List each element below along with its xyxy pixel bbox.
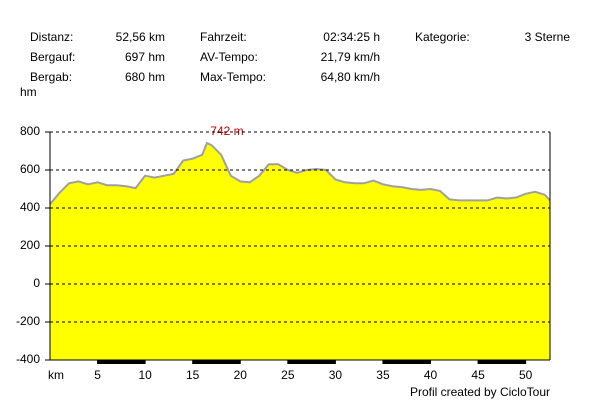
y-axis-label: hm [20,85,37,99]
stat-label: Bergauf: [30,50,75,64]
x-tick-label: 40 [424,368,438,382]
y-tick-label: 800 [20,124,40,138]
area [50,143,550,360]
scale-bar [192,360,241,364]
scale-bar [97,360,146,364]
x-axis-label: km [48,368,64,382]
y-tick-label: 200 [20,238,40,252]
scale-bar [478,360,526,364]
footer: Profil created by CicloTour [410,385,550,399]
stat-value: 64,80 km/h [321,70,380,84]
y-tick-label: -200 [16,314,40,328]
x-tick-label: 15 [186,368,200,382]
annotation: 742 m [210,124,243,138]
stat-label: Fahrzeit: [200,30,247,44]
x-tick-label: 50 [519,368,533,382]
x-tick-label: 35 [376,368,390,382]
y-tick-label: 400 [20,200,40,214]
x-tick-label: 25 [281,368,295,382]
stat-value: 680 hm [125,70,165,84]
y-tick-label: -400 [16,352,40,366]
stat-value: 21,79 km/h [321,50,380,64]
stat-label: AV-Tempo: [200,50,258,64]
stat-label: Distanz: [30,30,73,44]
y-tick-label: 0 [33,276,40,290]
profile-line [49,141,551,205]
stat-label: Bergab: [30,70,72,84]
stat-value: 02:34:25 h [323,30,380,44]
y-tick-label: 600 [20,162,40,176]
x-tick-label: 5 [94,368,101,382]
stat-label: Kategorie: [415,30,470,44]
x-tick-label: 10 [138,368,152,382]
scale-bar [287,360,336,364]
stat-value: 52,56 km [116,30,165,44]
x-tick-label: 30 [329,368,343,382]
x-tick-label: 45 [471,368,485,382]
x-tick-label: 20 [234,368,248,382]
stat-value: 697 hm [125,50,165,64]
scale-bar [382,360,431,364]
stat-label: Max-Tempo: [200,70,266,84]
stat-value: 3 Sterne [525,30,571,44]
